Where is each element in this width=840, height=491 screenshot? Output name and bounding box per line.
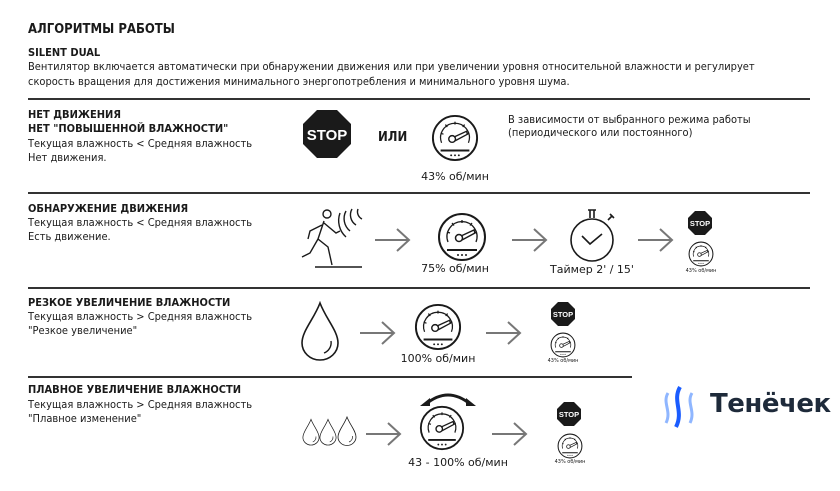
- arrow-right-icon: [512, 227, 548, 253]
- speed-label: 43% об/мин: [554, 459, 586, 465]
- timer-label: Таймер 2' / 15': [550, 263, 634, 276]
- description: скорость вращения для достижения минимал…: [28, 75, 570, 88]
- condition-text: Есть движение.: [28, 230, 111, 243]
- logo-text: Тенёчек: [710, 389, 831, 419]
- stop-sign-text: STOP: [553, 310, 573, 319]
- water-drop-icon: [319, 418, 337, 446]
- gauge-icon: [437, 210, 487, 264]
- speed-label: 43% об/мин: [421, 170, 489, 183]
- section-title: НЕТ ДВИЖЕНИЯ: [28, 108, 121, 121]
- water-drop-icon: [302, 418, 320, 446]
- speed-label: 43% об/мин: [547, 358, 579, 364]
- water-drop-icon: [300, 301, 340, 361]
- stop-sign-text: STOP: [307, 127, 348, 144]
- arrow-right-icon: [375, 227, 411, 253]
- arrow-right-icon: [638, 227, 674, 253]
- note-text: В зависимости от выбранного режима работ…: [508, 113, 751, 126]
- bidirectional-arrow-icon: [420, 393, 476, 406]
- speed-label: 75% об/мин: [421, 262, 489, 275]
- stop-sign-text: STOP: [690, 219, 710, 228]
- divider: [28, 287, 810, 289]
- stop-sign-icon: STOP: [688, 211, 712, 235]
- brand-logo: Тенёчек: [660, 385, 835, 430]
- or-label: ИЛИ: [378, 130, 408, 145]
- condition-text: "Плавное изменение": [28, 412, 142, 425]
- section-title: ПЛАВНОЕ УВЕЛИЧЕНИЕ ВЛАЖНОСТИ: [28, 383, 242, 396]
- divider: [28, 98, 810, 100]
- condition-text: Нет движения.: [28, 151, 107, 164]
- speed-label: 43 - 100% об/мин: [408, 456, 508, 469]
- arrow-right-icon: [486, 320, 522, 346]
- speed-label: 43% об/мин: [685, 268, 717, 274]
- stop-sign-text: STOP: [559, 410, 579, 419]
- arrow-right-icon: [360, 320, 396, 346]
- arrow-right-icon: [366, 421, 402, 447]
- water-drop-icon: [337, 416, 357, 446]
- condition-text: Текущая влажность < Средняя влажность: [28, 137, 253, 150]
- stop-sign-icon: STOP: [303, 110, 351, 158]
- stopwatch-timer-icon: [570, 209, 615, 262]
- gauge-icon: [431, 112, 479, 164]
- condition-text: "Резкое увеличение": [28, 324, 138, 337]
- page-title: АЛГОРИТМЫ РАБОТЫ: [28, 22, 175, 37]
- condition-text: Текущая влажность < Средняя влажность: [28, 216, 253, 229]
- mode-name: SILENT DUAL: [28, 46, 101, 59]
- stop-sign-icon: STOP: [551, 302, 575, 326]
- condition-text: Текущая влажность > Средняя влажность: [28, 398, 253, 411]
- gauge-icon: [550, 331, 576, 359]
- divider: [28, 192, 810, 194]
- description: Вентилятор включается автоматически при …: [28, 60, 755, 73]
- motion-person-icon: [301, 208, 363, 268]
- gauge-icon: [414, 301, 462, 353]
- stop-sign-icon: STOP: [557, 402, 581, 426]
- gauge-icon: [557, 432, 583, 460]
- gauge-icon: [688, 240, 714, 268]
- gauge-icon: [419, 403, 465, 453]
- section-title: РЕЗКОЕ УВЕЛИЧЕНИЕ ВЛАЖНОСТИ: [28, 296, 231, 309]
- arrow-right-icon: [492, 421, 528, 447]
- condition-text: Текущая влажность > Средняя влажность: [28, 310, 253, 323]
- note-text: (периодического или постоянного): [508, 126, 693, 139]
- section-title: НЕТ "ПОВЫШЕННОЙ ВЛАЖНОСТИ": [28, 122, 229, 135]
- section-title: ОБНАРУЖЕНИЕ ДВИЖЕНИЯ: [28, 202, 189, 215]
- divider: [28, 376, 632, 378]
- speed-label: 100% об/мин: [400, 352, 476, 365]
- logo-waves-icon: [664, 386, 694, 428]
